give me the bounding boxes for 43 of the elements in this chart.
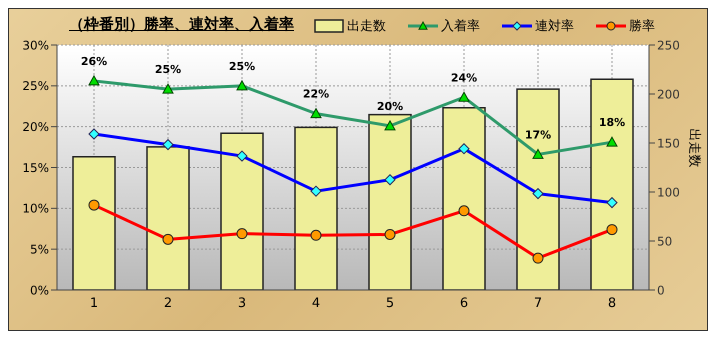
data-label: 25% [228, 60, 256, 73]
y2-tick-label: 150 [657, 136, 680, 150]
data-label: 24% [450, 71, 478, 84]
x-tick-label: 8 [608, 296, 616, 312]
data-label: 22% [302, 88, 330, 101]
y-tick-label: 20% [22, 120, 49, 134]
data-label: 25% [154, 63, 182, 76]
bar [294, 126, 338, 290]
y2-tick-label: 50 [657, 234, 672, 248]
y2-tick-label: 0 [657, 283, 665, 298]
y2-tick-label: 250 [657, 38, 680, 52]
bar [516, 88, 560, 290]
data-label: 17% [524, 128, 552, 142]
legend-label: 出走数 [346, 18, 386, 35]
x-tick-label: 6 [460, 296, 468, 312]
x-tick-label: 3 [238, 296, 246, 312]
bar [590, 78, 634, 290]
x-tick-label: 2 [164, 296, 172, 312]
y-tick-label: 15% [22, 160, 49, 175]
data-label: 26% [80, 54, 108, 68]
data-label: 18% [598, 116, 626, 130]
legend-label: 連対率 [534, 18, 574, 35]
y-tick-label: 0% [30, 283, 49, 298]
x-tick-label: 5 [386, 296, 394, 312]
data-label: 20% [376, 100, 404, 113]
y-tick-label: 5% [30, 242, 49, 256]
bar [368, 114, 412, 290]
y2-axis-title: 出走数 [686, 128, 702, 168]
x-tick-label: 1 [90, 296, 98, 312]
bar [442, 106, 486, 290]
legend-label: 勝率 [628, 18, 655, 35]
x-tick-label: 7 [534, 296, 542, 312]
y2-tick-label: 200 [657, 87, 680, 102]
bar [72, 156, 116, 290]
y-tick-label: 30% [22, 38, 49, 52]
y2-tick-label: 100 [657, 185, 680, 200]
legend-label: 入着率 [440, 18, 480, 35]
y-tick-label: 25% [22, 79, 49, 94]
bar [220, 132, 264, 290]
bar [146, 146, 190, 290]
x-tick-label: 4 [312, 296, 320, 312]
y-tick-label: 10% [22, 202, 49, 216]
chart-title: （枠番別）勝率、連対率、入着率 [69, 15, 294, 34]
